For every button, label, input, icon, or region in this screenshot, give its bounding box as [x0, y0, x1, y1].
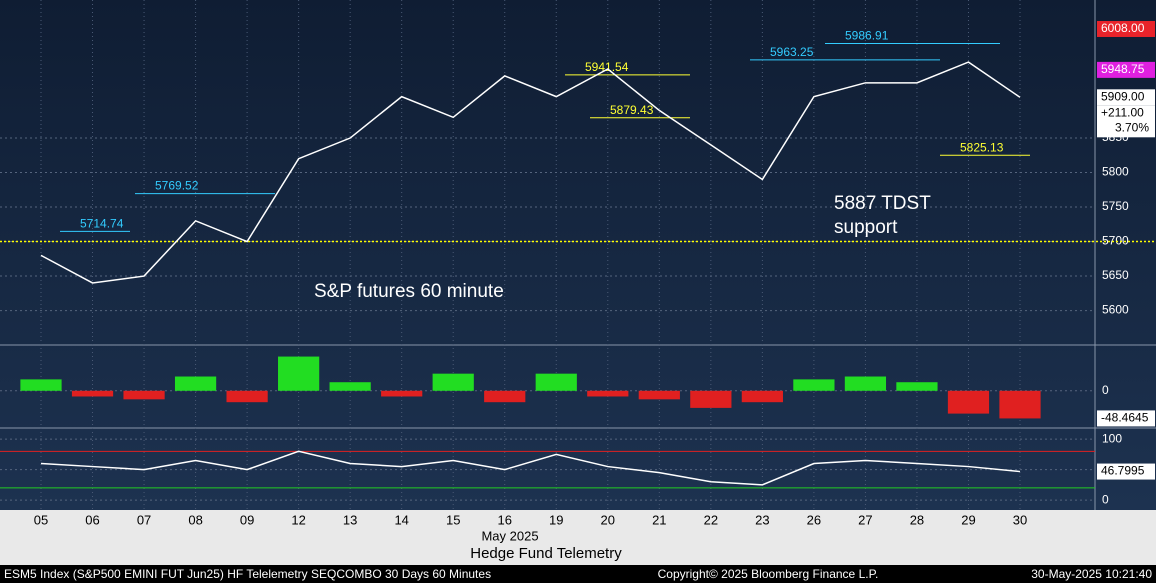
x-tick-label: 09 — [240, 512, 254, 527]
y-tick-label: 0 — [1102, 492, 1109, 506]
y-tick-label: 5800 — [1102, 165, 1129, 179]
oscillator-bar — [844, 376, 887, 391]
plot-background — [0, 0, 1156, 510]
oscillator-bar — [329, 382, 371, 391]
price-tag-label: 5909.00 — [1101, 89, 1145, 103]
oscillator-bar — [381, 390, 423, 397]
oscillator-bar — [484, 390, 526, 403]
price-line — [40, 450, 1021, 486]
price-tag — [1097, 20, 1155, 37]
x-tick-label: 29 — [961, 512, 975, 527]
x-tick-label: 15 — [446, 512, 460, 527]
x-tick-label: 21 — [652, 512, 666, 527]
oscillator-bar — [20, 379, 62, 391]
price-tag — [1097, 61, 1155, 78]
oscillator-bar — [71, 390, 114, 397]
oscillator-bar — [793, 379, 835, 391]
x-tick-label: 06 — [85, 512, 99, 527]
x-tick-label: 14 — [394, 512, 408, 527]
annotation: support — [834, 217, 898, 238]
last-value-label: -48.4645 — [1101, 411, 1149, 425]
footer-title: Hedge Fund Telemetry — [470, 545, 622, 562]
x-tick-label: 07 — [137, 512, 151, 527]
level-label: 5963.25 — [770, 45, 814, 59]
x-tick-label: 05 — [34, 512, 48, 527]
oscillator-bar — [432, 373, 474, 391]
footer-center: Copyright© 2025 Bloomberg Finance L.P. — [658, 567, 879, 581]
level-label: 5986.91 — [845, 29, 889, 43]
oscillator-bar — [741, 390, 783, 403]
footer-bar — [0, 565, 1156, 583]
x-tick-label: 27 — [858, 512, 872, 527]
x-tick-label: 08 — [188, 512, 202, 527]
x-tick-label: 16 — [498, 512, 512, 527]
x-tick-label: 12 — [291, 512, 305, 527]
x-tick-label: 13 — [343, 512, 357, 527]
oscillator-bar — [123, 390, 165, 400]
x-axis-area — [0, 510, 1156, 565]
footer-left: ESM5 Index (S&P500 EMINI FUT Jun25) HF T… — [4, 567, 491, 581]
oscillator-bar — [690, 390, 732, 408]
last-value-label: 46.7995 — [1101, 464, 1145, 478]
y-tick-label: 100 — [1102, 431, 1122, 445]
level-label: 5769.52 — [155, 179, 199, 193]
level-label: 5941.54 — [585, 60, 629, 74]
x-tick-label: 28 — [910, 512, 924, 527]
x-tick-label: 26 — [807, 512, 821, 527]
x-tick-label: 23 — [755, 512, 769, 527]
price-tag-label: 6008.00 — [1101, 21, 1145, 35]
change-pct-label: 3.70% — [1115, 120, 1149, 134]
level-label: 5879.43 — [610, 103, 654, 117]
x-axis-label: May 2025 — [481, 528, 538, 543]
oscillator-bar — [587, 390, 629, 397]
y-tick-label: 5600 — [1102, 303, 1129, 317]
oscillator-bar — [535, 373, 577, 391]
y-tick-label: 5700 — [1102, 234, 1129, 248]
annotation: S&P futures 60 minute — [314, 281, 504, 302]
last-value-box — [1097, 410, 1155, 427]
change-label: +211.00 — [1101, 105, 1144, 119]
change-box — [1097, 105, 1155, 138]
last-value-box — [1097, 463, 1155, 480]
level-label: 5825.13 — [960, 140, 1004, 154]
oscillator-bar — [947, 390, 990, 414]
oscillator-bar — [278, 356, 320, 391]
price-tag-label: 5948.75 — [1101, 62, 1145, 76]
price-tag — [1097, 89, 1155, 106]
price-line — [40, 61, 1021, 284]
oscillator-bar — [999, 390, 1041, 419]
x-tick-label: 30 — [1013, 512, 1027, 527]
y-tick-label: 0 — [1102, 383, 1109, 397]
x-tick-label: 22 — [704, 512, 718, 527]
oscillator-bar — [638, 390, 680, 400]
oscillator-bar — [174, 376, 217, 391]
annotation: 5887 TDST — [834, 193, 931, 214]
oscillator-bar — [896, 382, 938, 391]
level-label: 5714.74 — [80, 217, 124, 231]
x-tick-label: 19 — [549, 512, 563, 527]
x-tick-label: 20 — [601, 512, 615, 527]
footer-right: 30-May-2025 10:21:40 — [1031, 567, 1152, 581]
y-tick-label: 5650 — [1102, 268, 1129, 282]
oscillator-bar — [226, 390, 268, 403]
y-tick-label: 5750 — [1102, 199, 1129, 213]
